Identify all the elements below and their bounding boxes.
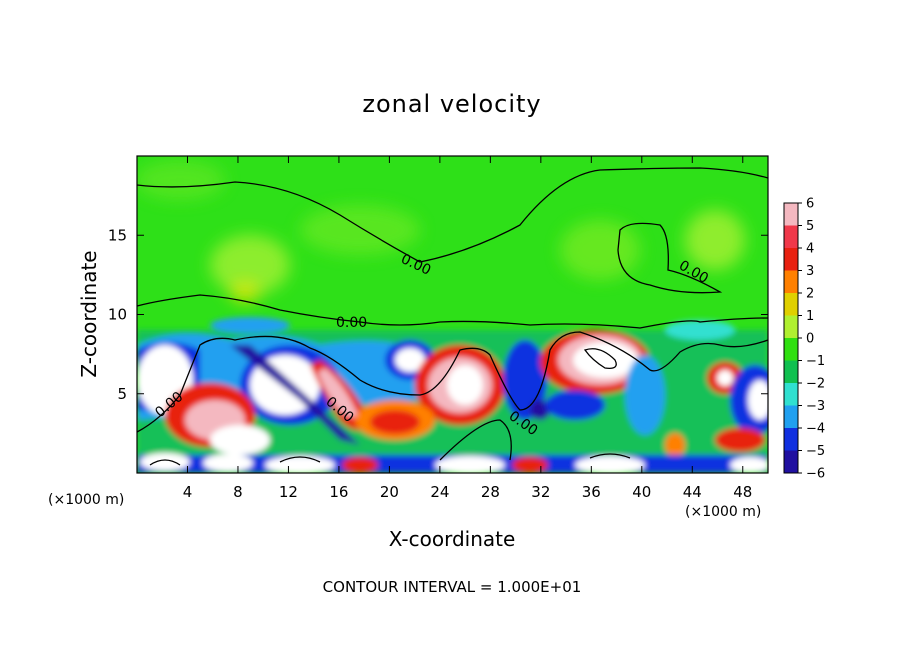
x-unit-left: (×1000 m): [48, 492, 124, 508]
x-tick-label: 24: [430, 483, 449, 501]
y-axis-label: Z-coordinate: [77, 250, 101, 377]
y-tick-label: 15: [108, 226, 127, 244]
x-tick-label: 32: [531, 483, 550, 501]
x-tick-label: 40: [632, 483, 651, 501]
x-tick-label: 36: [582, 483, 601, 501]
y-tick-label: 5: [117, 385, 127, 403]
x-tick-label: 20: [380, 483, 399, 501]
contour-label: 0.00: [336, 315, 367, 331]
colorbar-tick-label: −5: [806, 444, 825, 459]
colorbar-tick-label: 0: [806, 332, 814, 347]
colorbar-swatch: [784, 270, 798, 294]
x-axis: 4 8 12 16 20 24 28 32 36 40 44 48: [183, 156, 752, 501]
contour-interval-footer: CONTOUR INTERVAL = 1.000E+01: [323, 578, 582, 596]
x-tick-label: 4: [183, 483, 193, 501]
x-tick-label: 28: [481, 483, 500, 501]
x-unit-right: (×1000 m): [685, 504, 761, 520]
colorbar-tick-label: −2: [806, 377, 825, 392]
colorbar-swatch: [784, 428, 798, 451]
x-tick-label: 16: [329, 483, 348, 501]
colorbar-tick-label: 2: [806, 287, 814, 302]
y-tick-label: 10: [108, 306, 127, 324]
colorbar-swatch: [784, 338, 798, 361]
colorbar-swatch: [784, 248, 798, 271]
colorbar-tick-label: 3: [806, 264, 814, 279]
x-tick-label: 44: [683, 483, 702, 501]
colorbar-tick-label: 1: [806, 309, 814, 324]
colorbar-swatch: [784, 203, 798, 226]
x-tick-label: 48: [733, 483, 752, 501]
colorbar-tick-label: 6: [806, 197, 814, 212]
colorbar-tick-label: 5: [806, 219, 814, 234]
colorbar-tick-label: −4: [806, 422, 825, 437]
x-tick-label: 12: [279, 483, 298, 501]
colorbar-swatch: [784, 293, 798, 316]
colorbar-swatch: [784, 383, 798, 406]
x-axis-label: X-coordinate: [389, 527, 516, 551]
colorbar-tick-label: −3: [806, 399, 825, 414]
colorbar-swatch: [784, 360, 798, 384]
contour-lines: [137, 167, 768, 466]
colorbar-tick-label: 4: [806, 242, 814, 257]
colorbar-swatch: [784, 225, 798, 249]
colorbar-swatch: [784, 315, 798, 339]
colorbar-tick-label: −6: [806, 467, 825, 482]
heatmap-field: 0.00 0.00 0.00 0.00 0.00 0.00: [137, 156, 768, 473]
colorbar: 6 5 4 3 2 1 0 −1 −2 −3 −4 −5 −6: [783, 197, 825, 482]
x-tick-label: 8: [233, 483, 243, 501]
colorbar-tick-label: −1: [806, 354, 825, 369]
chart-title: zonal velocity: [362, 90, 541, 118]
colorbar-swatch: [784, 450, 798, 474]
colorbar-swatch: [784, 405, 798, 429]
y-axis: 5 10 15: [108, 226, 768, 403]
